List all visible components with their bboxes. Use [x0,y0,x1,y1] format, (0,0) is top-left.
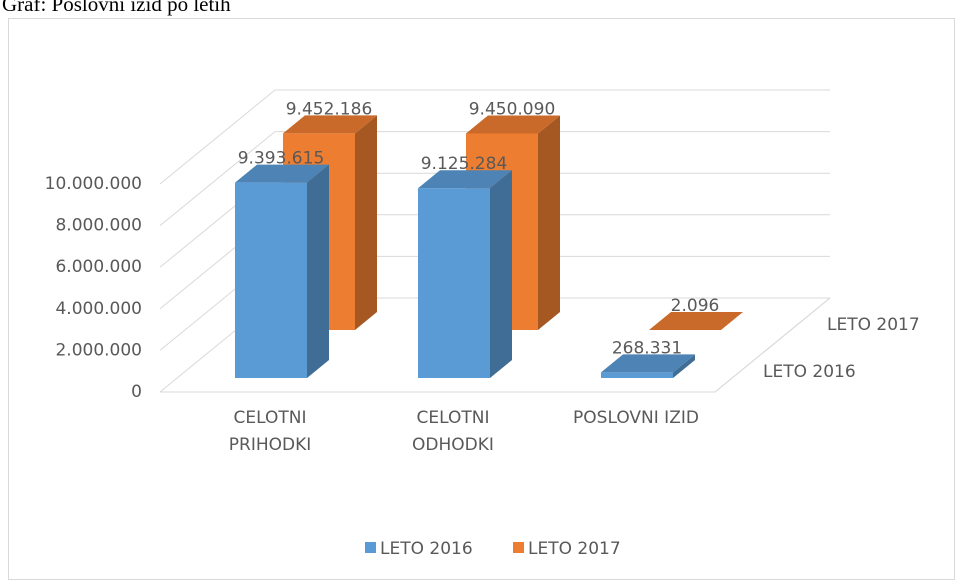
bar-side [307,164,329,378]
depth-label: LETO 2017 [827,315,920,335]
bar [418,188,490,378]
bar-top [601,354,695,373]
data-label: 268.331 [612,338,682,358]
legend-swatch [513,542,524,553]
depth-axis [714,297,831,393]
y-tick-label: 10.000.000 [45,174,142,194]
data-label: 9.393.615 [238,149,325,169]
bar-top [418,170,512,189]
bar [235,182,307,378]
bar-side [538,115,560,330]
y-tick-label: 4.000.000 [55,299,142,319]
data-label: 9.125.284 [421,154,508,174]
bar-top [283,115,377,134]
depth-label: LETO 2016 [763,362,856,382]
y-tick-label: 2.000.000 [55,340,142,360]
grid-line [159,89,276,185]
data-label: 9.452.186 [286,99,373,119]
bar-side [721,311,743,330]
bar-side [355,115,377,330]
data-label: 2.096 [671,296,720,316]
y-tick-label: 6.000.000 [55,257,142,277]
chart-frame [8,18,955,580]
legend-label: LETO 2017 [528,539,621,559]
chart-title: Graf: Poslovni izid po letih [2,0,231,16]
y-tick-label: 0 [131,382,142,402]
grid-line [159,131,276,226]
legend-label: LETO 2016 [380,539,473,559]
y-tick-label: 8.000.000 [55,216,142,236]
x-tick-label: CELOTNI PRIHODKI [228,408,312,455]
bar-top [466,115,560,134]
x-tick-label: POSLOVNI IZID [573,408,699,428]
data-label: 9.450.090 [469,99,556,119]
bar-top [235,164,329,183]
bar-side [490,170,512,378]
bar-side [673,354,695,378]
legend-swatch [365,542,376,553]
bar [601,372,673,378]
bar-top [649,311,743,330]
x-tick-label: CELOTNI ODHODKI [412,408,494,455]
